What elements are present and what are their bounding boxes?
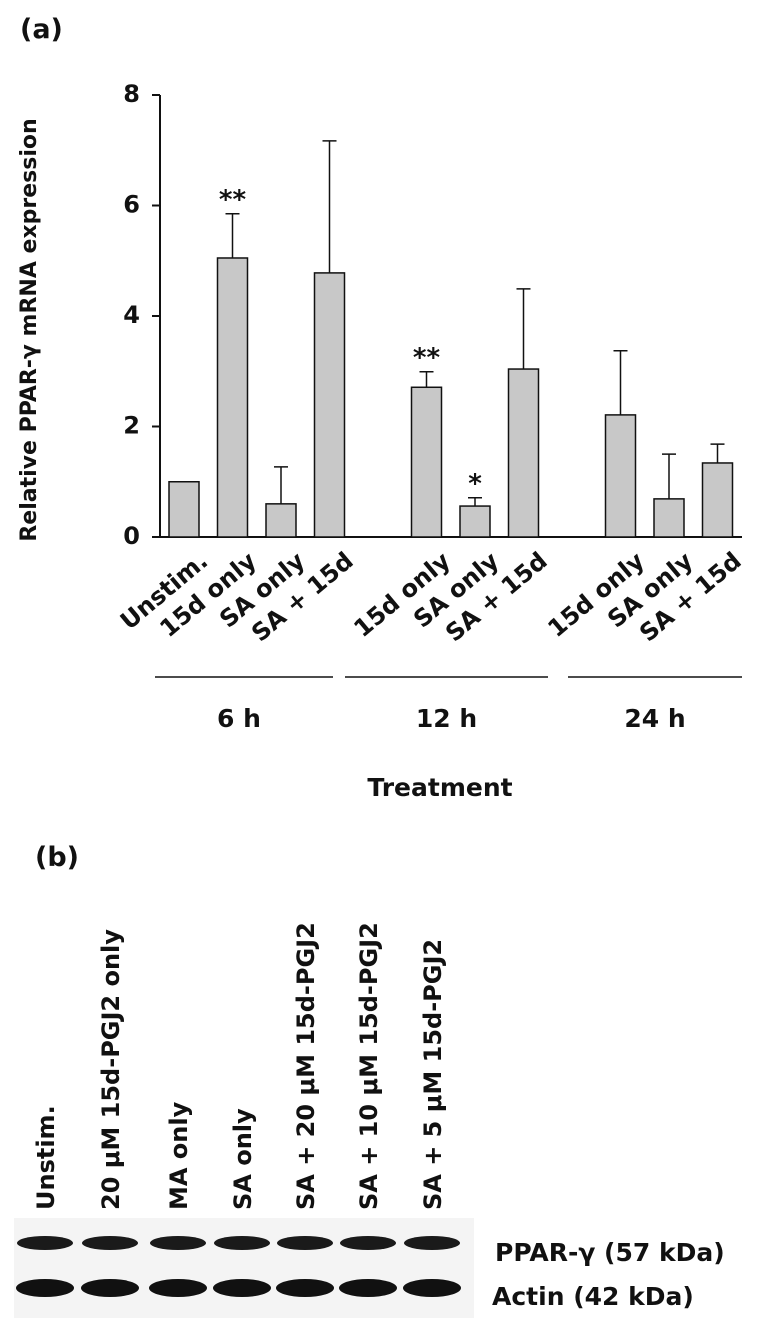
error-bar bbox=[322, 140, 337, 273]
error-bar bbox=[710, 443, 725, 463]
panel-label: (a) bbox=[20, 14, 63, 45]
error-bar bbox=[274, 466, 288, 504]
error-bar bbox=[225, 213, 240, 258]
panel-label: (b) bbox=[35, 842, 79, 873]
bar bbox=[653, 498, 685, 538]
lane-label: 20 μM 15d-PGJ2 only bbox=[97, 929, 125, 1210]
y-tick-label: 6 bbox=[123, 191, 140, 219]
lane-label: Unstim. bbox=[32, 1105, 60, 1210]
lane-label: SA + 5 μM 15d-PGJ2 bbox=[419, 939, 447, 1210]
bar bbox=[604, 414, 637, 538]
significance-label: ** bbox=[219, 185, 247, 215]
lane-label: SA + 10 μM 15d-PGJ2 bbox=[355, 922, 383, 1210]
bar bbox=[313, 272, 346, 538]
error-bar bbox=[662, 453, 676, 499]
blot-membrane bbox=[14, 1218, 474, 1318]
blot-band bbox=[339, 1279, 397, 1297]
band-label: PPAR-γ (57 kDa) bbox=[495, 1238, 725, 1267]
blot-band bbox=[214, 1236, 270, 1250]
blot-band bbox=[277, 1236, 333, 1250]
error-bar bbox=[516, 288, 531, 370]
bar bbox=[410, 386, 443, 538]
bar bbox=[265, 503, 297, 538]
blot-band bbox=[81, 1279, 139, 1297]
y-tick-label: 2 bbox=[123, 412, 140, 440]
bar bbox=[168, 481, 200, 538]
error-bar bbox=[613, 350, 628, 415]
blot-band bbox=[149, 1279, 207, 1297]
blot-band bbox=[340, 1236, 396, 1250]
lane-label: SA + 20 μM 15d-PGJ2 bbox=[292, 922, 320, 1210]
blot-band bbox=[213, 1279, 271, 1297]
lane-label: MA only bbox=[165, 1101, 193, 1210]
blot-band bbox=[150, 1236, 206, 1250]
blot-band bbox=[82, 1236, 138, 1250]
significance-label: ** bbox=[413, 343, 441, 373]
y-axis-label: Relative PPAR-γ mRNA expression bbox=[17, 118, 42, 541]
significance-label: * bbox=[468, 469, 482, 499]
blot-band bbox=[276, 1279, 334, 1297]
blot-band bbox=[404, 1236, 460, 1250]
blot-band bbox=[16, 1279, 74, 1297]
lane-label: SA only bbox=[229, 1108, 257, 1210]
band-label: Actin (42 kDa) bbox=[492, 1282, 694, 1311]
error-bar bbox=[419, 371, 434, 388]
error-bar bbox=[468, 497, 482, 507]
blot-band bbox=[17, 1236, 73, 1250]
group-label: 12 h bbox=[416, 704, 477, 733]
bar bbox=[507, 368, 540, 538]
group-label: 24 h bbox=[624, 704, 685, 733]
y-tick-label: 8 bbox=[123, 80, 140, 108]
blot-band bbox=[403, 1279, 461, 1297]
y-tick-label: 0 bbox=[123, 522, 140, 550]
bar bbox=[459, 505, 491, 538]
group-label: 6 h bbox=[217, 704, 261, 733]
x-axis-label: Treatment bbox=[367, 773, 512, 802]
bar bbox=[216, 257, 249, 538]
bar bbox=[701, 462, 734, 538]
y-tick-label: 4 bbox=[123, 301, 140, 329]
